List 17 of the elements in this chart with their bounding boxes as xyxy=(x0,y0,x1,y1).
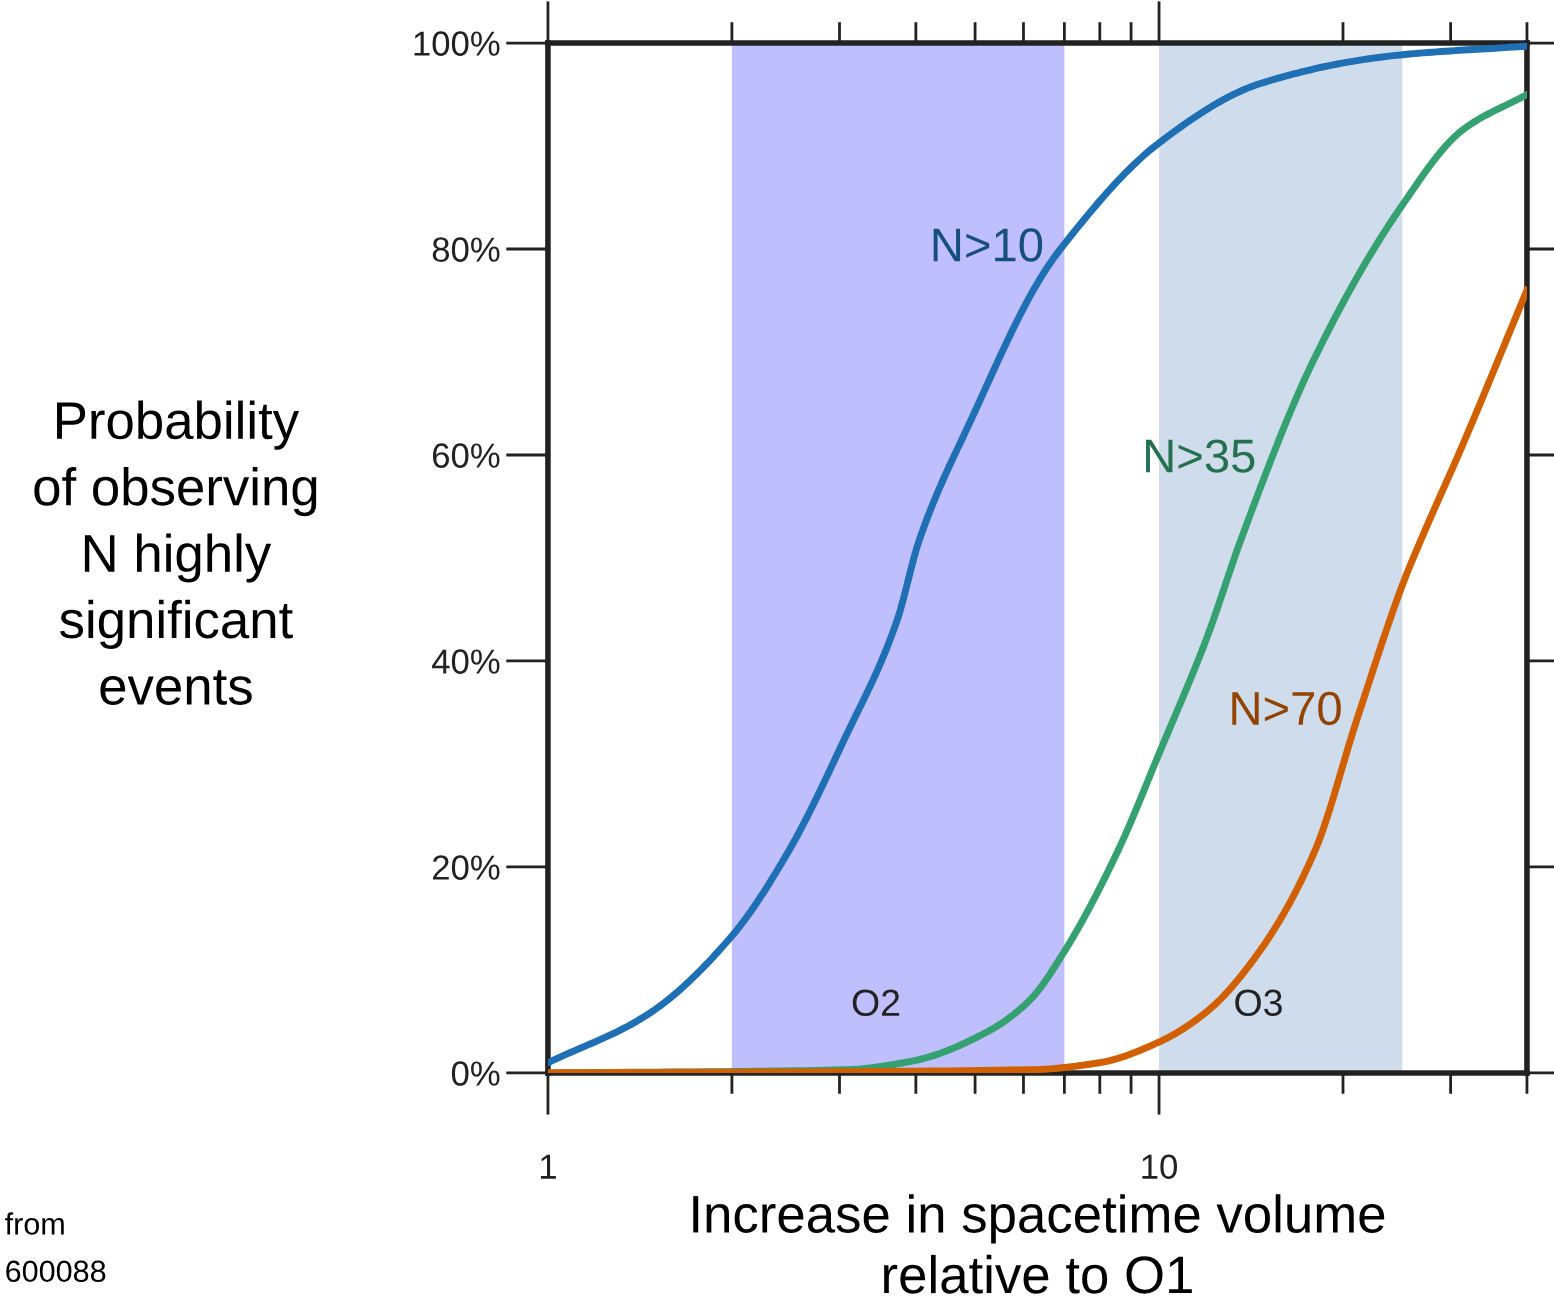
text: 600088 xyxy=(6,1260,106,1283)
y-tick-label: 20% xyxy=(432,855,500,880)
text: from xyxy=(5,1212,64,1235)
band-label: O3 xyxy=(1235,989,1282,1017)
series-label: N>35 xyxy=(1146,439,1255,473)
y-tick-label: 80% xyxy=(432,237,500,262)
y-tick-label: 60% xyxy=(432,443,500,468)
x-axis-title: Increase in spacetime volume relative to O1 xyxy=(693,1194,1385,1294)
y-tick-label: 40% xyxy=(432,649,500,674)
y-axis-title: Probability of observing N highly significant events xyxy=(34,400,317,705)
series-label: N>10 xyxy=(933,228,1043,262)
band-label: O2 xyxy=(852,989,900,1017)
y-tick-label: 100% xyxy=(414,31,500,56)
x-tick-label: 10 xyxy=(1142,1154,1177,1179)
y-tick-label: 0% xyxy=(451,1061,500,1086)
series-label: N>70 xyxy=(1232,691,1341,726)
x-tick-label: 1 xyxy=(540,1154,556,1179)
